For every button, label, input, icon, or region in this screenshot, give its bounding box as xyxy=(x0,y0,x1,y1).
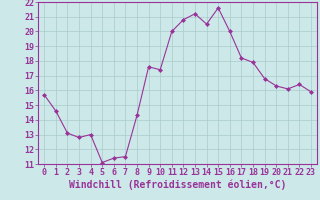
X-axis label: Windchill (Refroidissement éolien,°C): Windchill (Refroidissement éolien,°C) xyxy=(69,180,286,190)
